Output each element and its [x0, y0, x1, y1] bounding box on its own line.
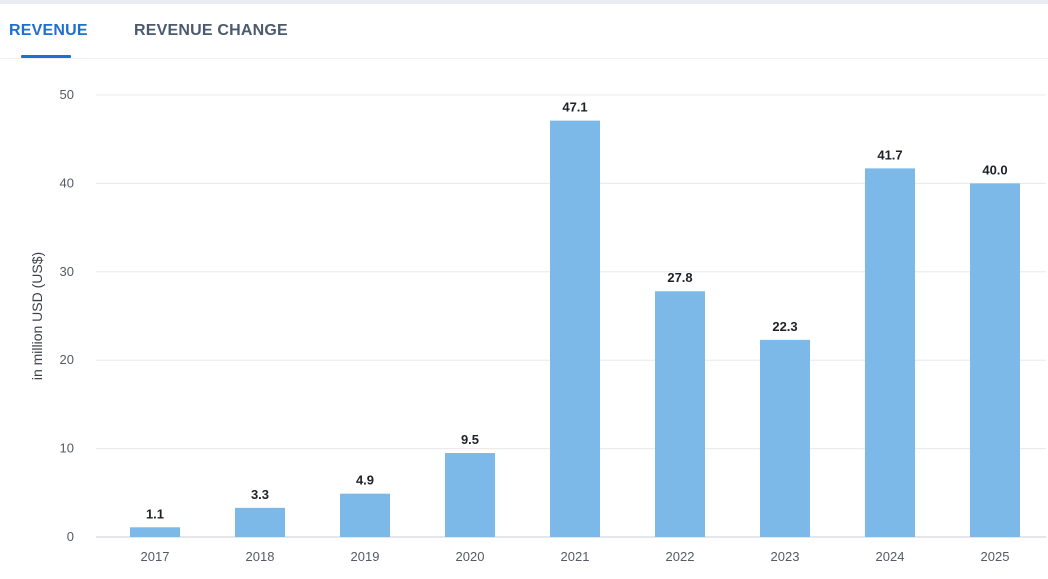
- data-label: 9.5: [461, 432, 479, 447]
- tab-revenue[interactable]: REVENUE: [9, 22, 88, 39]
- bar: [130, 527, 180, 537]
- data-label: 3.3: [251, 487, 269, 502]
- data-label: 1.1: [146, 506, 164, 521]
- bar: [865, 168, 915, 537]
- data-label: 41.7: [877, 147, 902, 162]
- tab-bar: REVENUE REVENUE CHANGE: [0, 4, 1048, 59]
- active-tab-indicator: [21, 55, 71, 58]
- y-axis-label: in million USD (US$): [29, 252, 45, 380]
- y-tick-label: 20: [60, 352, 74, 367]
- tab-revenue-change[interactable]: REVENUE CHANGE: [134, 22, 288, 39]
- data-label: 27.8: [667, 270, 692, 285]
- bar: [340, 493, 390, 537]
- x-tick-label: 2019: [351, 549, 380, 564]
- x-tick-label: 2024: [876, 549, 905, 564]
- top-strip: [0, 0, 1048, 4]
- y-tick-label: 40: [60, 175, 74, 190]
- x-tick-label: 2022: [666, 549, 695, 564]
- y-tick-label: 10: [60, 441, 74, 456]
- bar: [235, 507, 285, 537]
- bar: [970, 183, 1020, 537]
- bar: [655, 291, 705, 537]
- x-tick-label: 2017: [141, 549, 170, 564]
- data-label: 40.0: [982, 162, 1007, 177]
- y-tick-label: 0: [67, 529, 74, 544]
- data-label: 4.9: [356, 473, 374, 488]
- x-tick-label: 2021: [561, 549, 590, 564]
- data-label: 22.3: [772, 319, 797, 334]
- data-label: 47.1: [562, 100, 587, 115]
- bar: [760, 339, 810, 537]
- bar: [445, 453, 495, 537]
- x-tick-label: 2023: [771, 549, 800, 564]
- x-tick-label: 2025: [981, 549, 1010, 564]
- x-tick-label: 2018: [246, 549, 275, 564]
- y-tick-label: 30: [60, 264, 74, 279]
- bar: [550, 120, 600, 538]
- y-tick-label: 50: [60, 87, 74, 102]
- x-tick-label: 2020: [456, 549, 485, 564]
